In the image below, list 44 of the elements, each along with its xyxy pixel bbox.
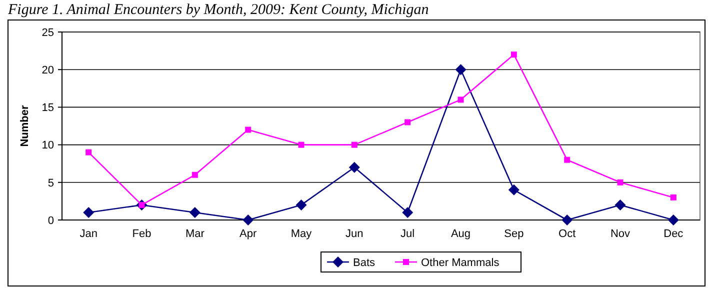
- point: [617, 179, 624, 186]
- x-tick-label: Mar: [185, 228, 205, 240]
- point: [351, 142, 358, 148]
- point: [83, 206, 94, 218]
- y-tick-label: 5: [48, 177, 54, 190]
- point: [298, 142, 304, 148]
- point: [404, 119, 411, 126]
- y-tick-label: 0: [48, 214, 54, 227]
- y-tick-label: 25: [42, 26, 54, 39]
- point: [510, 52, 517, 58]
- point: [562, 214, 573, 226]
- point: [614, 199, 626, 210]
- point: [455, 64, 466, 76]
- x-tick-label: Dec: [664, 228, 684, 240]
- point: [508, 184, 520, 196]
- x-tick-label: Jan: [80, 228, 98, 240]
- x-tick-label: Aug: [450, 228, 471, 240]
- point: [245, 126, 252, 133]
- x-tick-label: Jun: [346, 228, 364, 240]
- legend-label: Bats: [353, 256, 376, 269]
- legend-label: Other Mammals: [421, 256, 500, 269]
- x-tick-label: Nov: [610, 228, 631, 240]
- point: [192, 172, 198, 178]
- x-tick-label: Apr: [240, 228, 257, 240]
- chart-title: Figure 1. Animal Encounters by Month, 2009: Kent County, Michigan: [7, 2, 429, 18]
- point: [242, 214, 254, 226]
- y-tick-label: 10: [42, 140, 54, 152]
- y-axis-title: Number: [19, 104, 31, 147]
- point: [670, 194, 676, 200]
- x-tick-label: Oct: [558, 228, 576, 240]
- point: [402, 206, 414, 218]
- point: [296, 199, 307, 210]
- y-tick-label: 20: [42, 64, 54, 76]
- point: [458, 96, 464, 103]
- x-tick-label: Jul: [400, 228, 415, 240]
- point: [86, 149, 92, 156]
- point: [348, 162, 360, 173]
- point: [564, 156, 570, 163]
- point: [668, 214, 679, 226]
- x-tick-label: Sep: [504, 228, 524, 240]
- x-tick-label: May: [290, 228, 312, 240]
- point: [189, 206, 200, 218]
- y-tick-label: 15: [42, 102, 54, 114]
- x-tick-label: Feb: [132, 228, 152, 240]
